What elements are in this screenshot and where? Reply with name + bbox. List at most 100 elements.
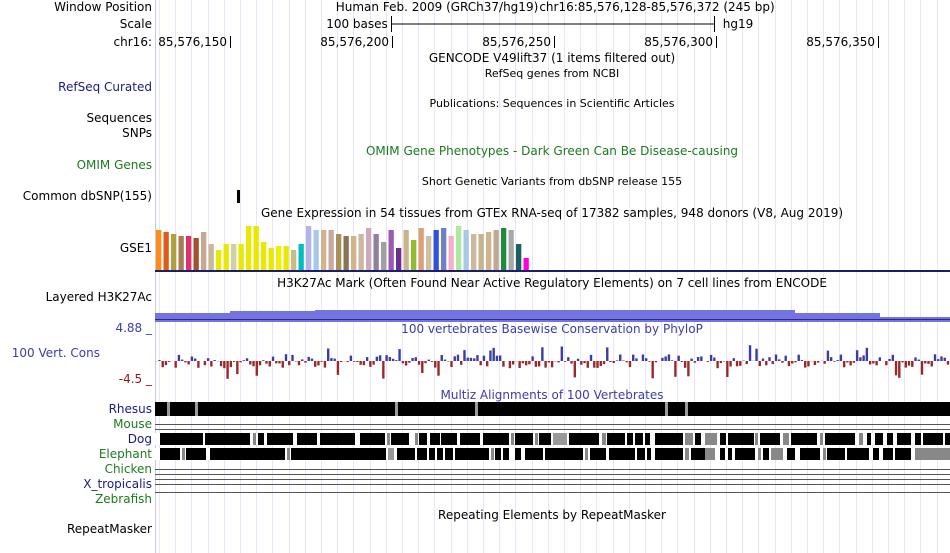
cons-bar-positive — [193, 358, 197, 361]
cons-bar-positive — [492, 347, 495, 361]
grid-line — [304, 0, 306, 553]
dog-block — [627, 433, 633, 445]
grid-line — [645, 0, 646, 553]
cons-bar-negative — [599, 361, 602, 366]
species-label-xtropicalis[interactable]: X_tropicalis — [83, 477, 152, 491]
gtex-tissue-bar — [291, 250, 297, 270]
omim-title[interactable]: OMIM Gene Phenotypes - Dark Green Can Be… — [365, 144, 739, 158]
cons-bar-negative — [804, 361, 807, 368]
track-label-h3k27ac[interactable]: Layered H3K27Ac — [45, 290, 152, 304]
cons-bar-positive — [284, 354, 288, 361]
cons-bar-positive — [385, 355, 388, 361]
conservation-wiggle[interactable] — [155, 338, 950, 380]
cons-bar-positive — [914, 357, 917, 361]
elephant-block — [847, 448, 869, 460]
chrom-label: chr16: — [113, 35, 152, 49]
gtex-tissue-bar — [208, 244, 214, 270]
species-label-elephant[interactable]: Elephant — [98, 447, 152, 461]
cons-bar-positive — [443, 359, 447, 361]
species-label-mouse[interactable]: Mouse — [113, 417, 152, 431]
multiz-alignments[interactable] — [155, 400, 950, 495]
dog-block — [635, 433, 643, 445]
elephant-block — [827, 448, 845, 460]
cons-bar-negative — [356, 361, 359, 362]
snp-marker[interactable] — [237, 190, 240, 203]
gtex-tissue-bar — [336, 234, 342, 270]
cons-bar-negative — [518, 361, 521, 368]
cons-bar-positive — [206, 358, 210, 361]
species-label-rhesus[interactable]: Rhesus — [108, 402, 152, 416]
cons-max-label: 4.88 _ — [115, 321, 152, 335]
gtex-tissue-bar — [373, 234, 379, 270]
track-label-repeatmasker[interactable]: RepeatMasker — [66, 522, 152, 536]
gtex-tissue-bar — [193, 238, 199, 270]
h3k27ac-signal[interactable] — [155, 308, 950, 322]
repeatmasker-title[interactable]: Repeating Elements by RepeatMasker — [438, 508, 666, 522]
refseq-title[interactable]: RefSeq genes from NCBI — [484, 67, 620, 80]
cons-bar-negative — [722, 361, 726, 362]
grid-line — [774, 0, 776, 553]
track-label-refseq[interactable]: RefSeq Curated — [58, 80, 152, 94]
cons-bar-negative — [249, 361, 252, 365]
cons-bar-negative — [288, 361, 291, 366]
track-label-dbsnp[interactable]: Common dbSNP(155) — [22, 189, 152, 203]
rhesus-gap — [195, 402, 198, 416]
elephant-block — [445, 448, 453, 460]
cons-bar-negative — [557, 361, 560, 363]
cons-bar-negative — [813, 361, 817, 365]
track-label-gtex[interactable]: GSE1 — [119, 241, 152, 255]
track-label-cons[interactable]: 100 Vert. Cons — [11, 346, 100, 360]
species-label-zebrafish[interactable]: Zebrafish — [95, 492, 152, 506]
cons-bar-positive — [453, 356, 456, 361]
multiz-title[interactable]: Multiz Alignments of 100 Vertebrates — [440, 388, 664, 402]
grid-line — [256, 0, 258, 553]
gtex-tissue-bar — [448, 236, 454, 270]
track-label-sequences[interactable]: Sequences — [86, 111, 152, 125]
dog-block — [391, 433, 409, 445]
dog-block — [755, 433, 758, 445]
cons-title[interactable]: 100 vertebrates Basewise Conservation by… — [401, 322, 703, 336]
cons-bar-negative — [524, 361, 528, 366]
species-label-dog[interactable]: Dog — [127, 432, 152, 446]
publications-title[interactable]: Publications: Sequences in Scientific Ar… — [429, 97, 675, 110]
species-label-chicken[interactable]: Chicken — [104, 462, 152, 476]
cons-bar-positive — [365, 357, 369, 361]
cons-bar-positive — [330, 358, 333, 361]
h3k27ac-title[interactable]: H3K27Ac Mark (Often Found Near Active Re… — [277, 276, 827, 290]
cons-bar-negative — [842, 361, 846, 368]
cons-bar-negative — [544, 361, 547, 368]
grid-line — [709, 0, 711, 553]
cons-bar-positive — [463, 350, 466, 361]
grid-line — [807, 0, 808, 553]
elephant-block — [397, 448, 415, 460]
cons-bar-negative — [758, 361, 761, 367]
cons-bar-positive — [498, 355, 502, 361]
gtex-title[interactable]: Gene Expression in 54 tissues from GTEx … — [260, 206, 844, 220]
dog-block — [945, 433, 950, 445]
grid-line — [466, 0, 468, 553]
gencode-title[interactable]: GENCODE V49lift37 (1 items filtered out) — [428, 51, 676, 65]
cons-bar-negative — [275, 361, 278, 364]
dog-block — [602, 433, 606, 445]
gtex-tissue-bar — [223, 244, 229, 270]
dog-block — [820, 433, 823, 445]
cons-bar-positive — [839, 354, 843, 361]
elephant-block — [823, 448, 826, 460]
cons-bar-negative — [232, 361, 236, 362]
cons-bar-negative — [911, 361, 914, 367]
cons-bar-positive — [690, 358, 693, 361]
dbsnp-title[interactable]: Short Genetic Variants from dbSNP releas… — [421, 175, 683, 188]
elephant-block — [545, 448, 583, 460]
cons-bar-negative — [382, 361, 385, 379]
ruler-tick-label: 85,576,350 — [806, 35, 875, 49]
cons-bar-negative — [252, 361, 255, 367]
track-label-omim[interactable]: OMIM Genes — [76, 158, 152, 172]
ruler-tick-label: 85,576,300 — [644, 35, 713, 49]
cons-bar-positive — [713, 357, 716, 361]
track-label-snps[interactable]: SNPs — [122, 126, 152, 140]
grid-line — [580, 0, 582, 553]
gtex-bar-chart[interactable] — [155, 222, 950, 274]
cons-bar-positive — [700, 356, 703, 361]
cons-bar-negative — [346, 361, 349, 362]
elephant-block — [160, 448, 180, 460]
